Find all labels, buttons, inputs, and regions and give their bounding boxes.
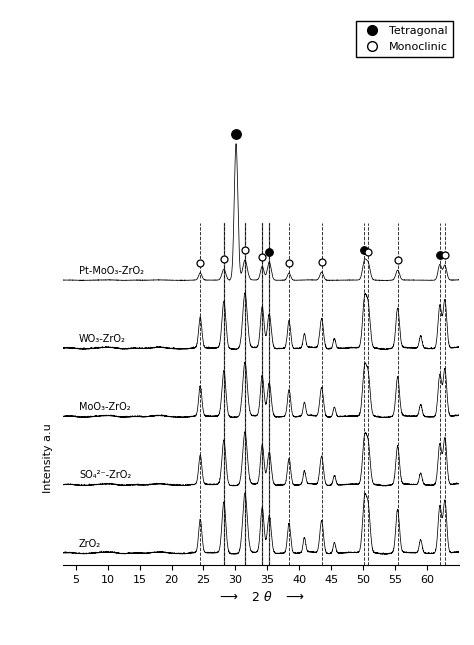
Text: Pt-MoO₃-ZrO₂: Pt-MoO₃-ZrO₂ xyxy=(79,266,144,275)
Text: SO₄²⁻-ZrO₂: SO₄²⁻-ZrO₂ xyxy=(79,470,131,481)
X-axis label: $\longrightarrow$   2 $\theta$   $\longrightarrow$: $\longrightarrow$ 2 $\theta$ $\longright… xyxy=(217,590,305,604)
Text: WO₃-ZrO₂: WO₃-ZrO₂ xyxy=(79,333,126,344)
Text: ZrO₂: ZrO₂ xyxy=(79,539,101,548)
Legend: Tetragonal, Monoclinic: Tetragonal, Monoclinic xyxy=(356,21,454,57)
Text: MoO₃-ZrO₂: MoO₃-ZrO₂ xyxy=(79,402,130,412)
Text: Intensity a.u: Intensity a.u xyxy=(43,422,53,493)
